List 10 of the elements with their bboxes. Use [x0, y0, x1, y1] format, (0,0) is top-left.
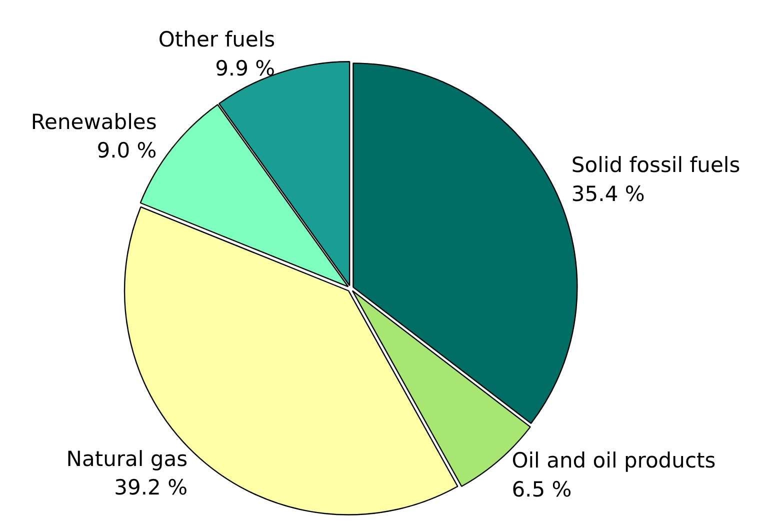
data-label: 35.4 %: [571, 182, 645, 206]
slice-label: Oil and oil products: [512, 448, 716, 472]
data-label: 6.5 %: [512, 477, 572, 502]
data-label: 39.2 %: [114, 476, 188, 500]
data-label: 9.0 %: [96, 138, 157, 163]
slice-label: Solid fossil fuels: [571, 153, 740, 178]
data-label: 9.9 %: [215, 56, 276, 80]
slice-label: Renewables: [30, 110, 157, 134]
slice-label: Other fuels: [158, 28, 276, 52]
slice-label: Natural gas: [66, 446, 188, 471]
